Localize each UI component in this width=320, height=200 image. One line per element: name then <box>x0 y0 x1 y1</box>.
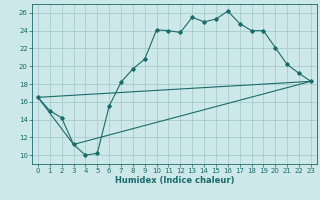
X-axis label: Humidex (Indice chaleur): Humidex (Indice chaleur) <box>115 176 234 185</box>
